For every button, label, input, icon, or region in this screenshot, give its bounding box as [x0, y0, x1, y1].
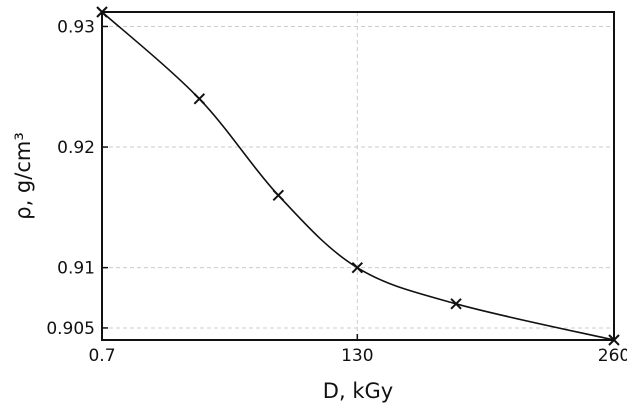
data-markers: [96, 6, 620, 346]
x-tick-label: 260: [598, 346, 627, 366]
y-tick-label: 0.92: [57, 138, 95, 158]
x-tick-labels: 0.7 130 260: [88, 346, 627, 366]
y-tick-labels: 0.905 0.91 0.92 0.93: [46, 17, 95, 338]
y-tick-label: 0.91: [57, 259, 95, 279]
axis-ticks: [101, 25, 615, 340]
plot-frame: [101, 11, 615, 341]
data-point: [272, 189, 285, 202]
x-tick-label: 130: [341, 346, 373, 366]
y-tick-label: 0.93: [57, 17, 95, 37]
x-axis-title: D, kGy: [323, 379, 393, 403]
y-tick-label: 0.905: [46, 319, 95, 339]
grid-lines: [102, 12, 615, 340]
x-tick-label: 0.7: [88, 346, 115, 366]
data-point: [450, 298, 462, 310]
y-axis-title: ρ, g/cm³: [11, 132, 35, 220]
data-point: [351, 261, 364, 274]
series-line: [101, 11, 615, 341]
data-point: [193, 93, 206, 105]
